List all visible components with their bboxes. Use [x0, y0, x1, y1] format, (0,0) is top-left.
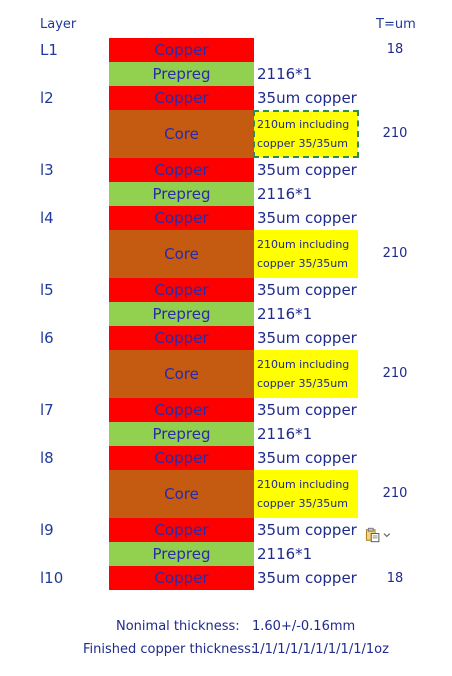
thickness-core-2: 210 [382, 246, 408, 261]
copper-label: Copper [154, 41, 209, 59]
thickness-l10: 18 [386, 571, 404, 586]
core-layer-4[interactable]: Core [109, 470, 254, 518]
copper-layer-l8[interactable]: Copper [109, 446, 254, 470]
finished-copper-value: 1/1/1/1/1/1/1/1/1/1oz [252, 642, 389, 657]
core-note-line1: 210um including [257, 478, 350, 491]
copper-layer-l4[interactable]: Copper [109, 206, 254, 230]
copper-label: Copper [154, 521, 209, 539]
copper-layer-l3[interactable]: Copper [109, 158, 254, 182]
prepreg-layer-2[interactable]: Prepreg [109, 182, 254, 206]
core-note-line2: copper 35/35um [257, 497, 348, 510]
copper-note-l7: 35um copper [257, 401, 357, 419]
layer-label-l3: l3 [40, 161, 54, 179]
core-layer-3[interactable]: Core [109, 350, 254, 398]
thickness-core-4: 210 [382, 486, 408, 501]
core-note-3[interactable]: 210um including copper 35/35um [254, 350, 358, 398]
core-note-line2: copper 35/35um [257, 137, 348, 150]
copper-label: Copper [154, 401, 209, 419]
copper-layer-l6[interactable]: Copper [109, 326, 254, 350]
prepreg-label: Prepreg [152, 425, 211, 443]
prepreg-label: Prepreg [152, 545, 211, 563]
copper-note-l6: 35um copper [257, 329, 357, 347]
core-note-line1: 210um including [257, 238, 350, 251]
paste-options-icon[interactable] [365, 527, 391, 543]
copper-note-l3: 35um copper [257, 161, 357, 179]
copper-note-l9: 35um copper [257, 521, 357, 539]
layer-label-l4: l4 [40, 209, 54, 227]
copper-note-l10: 35um copper [257, 569, 357, 587]
layer-label-l7: l7 [40, 401, 54, 419]
thickness-l1: 18 [386, 42, 404, 57]
core-layer-1[interactable]: Core [109, 110, 254, 158]
prepreg-note-3: 2116*1 [257, 305, 313, 323]
prepreg-note-5: 2116*1 [257, 545, 313, 563]
nominal-thickness-label: Nonimal thickness: [116, 619, 240, 634]
prepreg-label: Prepreg [152, 185, 211, 203]
prepreg-layer-3[interactable]: Prepreg [109, 302, 254, 326]
prepreg-layer-4[interactable]: Prepreg [109, 422, 254, 446]
core-label: Core [164, 485, 199, 503]
layer-label-l10: l10 [40, 569, 64, 587]
layer-label-l2: l2 [40, 89, 54, 107]
prepreg-note-4: 2116*1 [257, 425, 313, 443]
layer-label-l5: l5 [40, 281, 54, 299]
core-label: Core [164, 245, 199, 263]
core-note-line2: copper 35/35um [257, 257, 348, 270]
copper-note-l8: 35um copper [257, 449, 357, 467]
copper-label: Copper [154, 89, 209, 107]
prepreg-label: Prepreg [152, 305, 211, 323]
finished-copper-label: Finished copper thickness: [83, 642, 256, 657]
copper-layer-l10[interactable]: Copper [109, 566, 254, 590]
thickness-core-1: 210 [382, 126, 408, 141]
core-layer-2[interactable]: Core [109, 230, 254, 278]
core-note-line1: 210um including [257, 358, 350, 371]
copper-note-l4: 35um copper [257, 209, 357, 227]
core-note-line1: 210um including [257, 118, 350, 131]
prepreg-note-1: 2116*1 [257, 65, 313, 83]
layer-label-l9: l9 [40, 521, 54, 539]
copper-layer-l2[interactable]: Copper [109, 86, 254, 110]
core-note-1[interactable]: 210um including copper 35/35um [253, 110, 359, 158]
copper-layer-l1[interactable]: Copper [109, 38, 254, 62]
copper-layer-l7[interactable]: Copper [109, 398, 254, 422]
copper-label: Copper [154, 569, 209, 587]
core-label: Core [164, 365, 199, 383]
layer-column-header: Layer [40, 17, 77, 32]
copper-label: Copper [154, 281, 209, 299]
core-note-line2: copper 35/35um [257, 377, 348, 390]
layer-label-l8: l8 [40, 449, 54, 467]
copper-layer-l9[interactable]: Copper [109, 518, 254, 542]
core-label: Core [164, 125, 199, 143]
copper-note-l5: 35um copper [257, 281, 357, 299]
prepreg-label: Prepreg [152, 65, 211, 83]
layer-label-l6: l6 [40, 329, 54, 347]
layer-label-l1: L1 [40, 41, 58, 59]
copper-label: Copper [154, 449, 209, 467]
core-note-4[interactable]: 210um including copper 35/35um [254, 470, 358, 518]
prepreg-layer-1[interactable]: Prepreg [109, 62, 254, 86]
chevron-down-icon [383, 533, 391, 538]
core-note-2[interactable]: 210um including copper 35/35um [254, 230, 358, 278]
prepreg-layer-5[interactable]: Prepreg [109, 542, 254, 566]
copper-layer-l5[interactable]: Copper [109, 278, 254, 302]
prepreg-note-2: 2116*1 [257, 185, 313, 203]
thickness-unit-header: T=um [376, 17, 416, 32]
nominal-thickness-value: 1.60+/-0.16mm [252, 619, 356, 634]
copper-label: Copper [154, 161, 209, 179]
thickness-core-3: 210 [382, 366, 408, 381]
copper-note-l2: 35um copper [257, 89, 357, 107]
copper-label: Copper [154, 329, 209, 347]
copper-label: Copper [154, 209, 209, 227]
